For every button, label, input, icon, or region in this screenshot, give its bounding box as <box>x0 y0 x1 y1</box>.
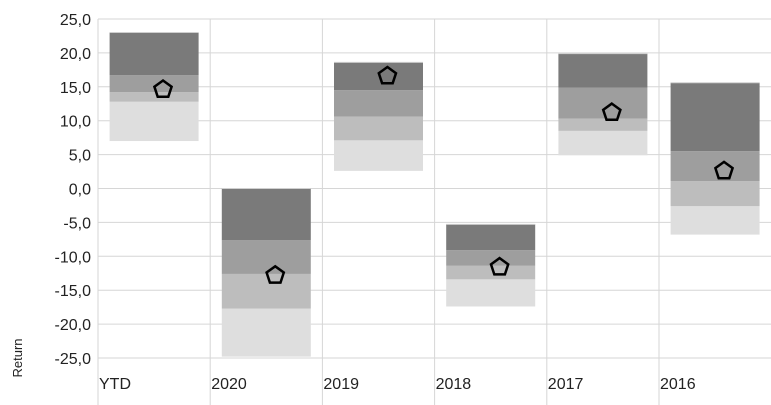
bar-segment <box>446 279 536 307</box>
bar-group-2019 <box>334 61 423 171</box>
bar-segment <box>446 250 536 266</box>
bar-segment <box>334 116 423 141</box>
bar-segment <box>109 101 199 142</box>
bar-segment <box>334 62 423 91</box>
bar-segment <box>446 265 536 280</box>
y-tick-label: -15,0 <box>55 283 92 300</box>
x-category-label: 2016 <box>660 376 696 393</box>
marker-pentagon <box>377 65 398 85</box>
bar-group-2017 <box>558 53 648 156</box>
bar-segment <box>109 75 199 93</box>
y-tick-label: -10,0 <box>55 249 92 266</box>
marker-pentagon <box>265 264 286 284</box>
y-tick-label: 10,0 <box>60 114 91 131</box>
bar-group-2018 <box>446 223 536 307</box>
marker-pentagon <box>152 78 174 99</box>
y-axis-ticks: 25,0 20,0 15,0 10,0 5,0 0,0 -5,0 -10,0 -15,0 -20,… <box>55 12 92 368</box>
x-axis-categories: YTD 2020 2019 2018 2017 2016 <box>99 376 696 393</box>
bar-segment <box>670 151 760 182</box>
bar-segment <box>558 118 648 131</box>
bar-segment <box>334 140 423 171</box>
bar-segment <box>558 87 648 119</box>
bar-segment <box>446 224 536 251</box>
y-tick-label: -25,0 <box>55 351 92 368</box>
x-category-label: 2019 <box>323 376 359 393</box>
marker-pentagon <box>601 102 622 122</box>
x-category-label: 2018 <box>436 376 472 393</box>
marker-pentagon <box>713 160 735 180</box>
bar-group-YTD <box>109 32 199 142</box>
bar-segment <box>221 273 311 309</box>
y-tick-label: -20,0 <box>55 317 92 334</box>
bar-segment <box>221 188 311 241</box>
y-tick-label: 20,0 <box>60 46 91 63</box>
bar-segment <box>670 181 760 207</box>
y-axis-label: Return <box>10 338 25 377</box>
gridlines <box>97 18 771 405</box>
x-category-label: YTD <box>99 376 131 393</box>
marker-pentagon <box>489 256 510 276</box>
bar-segment <box>670 82 760 152</box>
y-tick-label: -5,0 <box>63 215 91 232</box>
bar-group-2016 <box>670 82 760 235</box>
bars <box>109 32 760 357</box>
bar-segment <box>558 53 648 88</box>
y-tick-label: 0,0 <box>69 182 91 199</box>
x-category-label: 2017 <box>548 376 584 393</box>
x-category-label: 2020 <box>211 376 247 393</box>
bar-segment <box>109 92 199 102</box>
y-tick-label: 25,0 <box>60 12 91 29</box>
bar-segment <box>334 90 423 117</box>
bar-segment <box>109 32 199 76</box>
bar-group-2020 <box>221 188 311 357</box>
y-tick-label: 15,0 <box>60 80 91 97</box>
bar-segment <box>221 240 311 274</box>
y-tick-label: 5,0 <box>69 148 91 165</box>
bar-segment <box>558 130 648 156</box>
markers <box>152 65 735 284</box>
bar-segment <box>670 206 760 235</box>
bar-segment <box>221 308 311 357</box>
